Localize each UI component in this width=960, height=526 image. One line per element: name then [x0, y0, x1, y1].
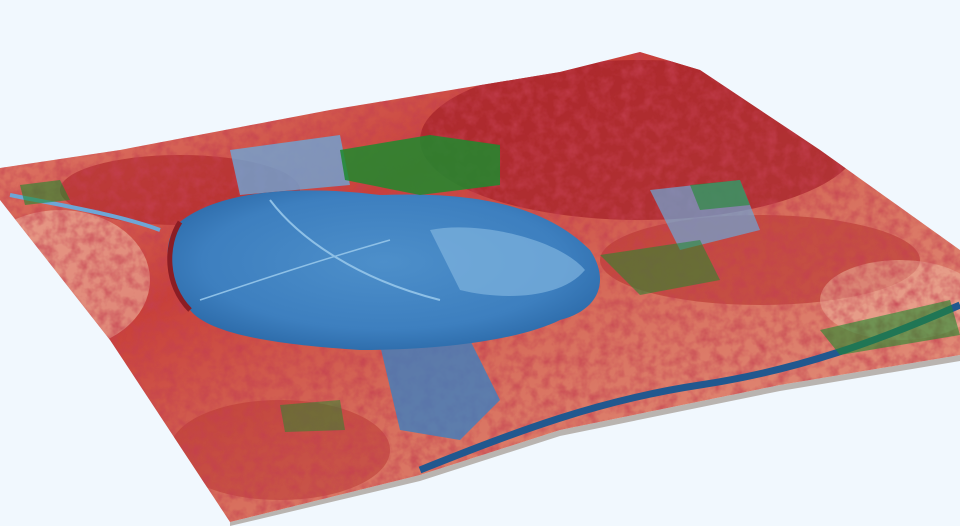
terrain-surface	[0, 52, 960, 522]
vegetation-patch	[20, 180, 70, 205]
lake-shore	[167, 220, 192, 312]
vegetation-patch	[280, 400, 345, 432]
causeway	[199, 239, 391, 301]
vegetation-patch	[340, 135, 500, 195]
causeway	[269, 199, 441, 301]
lake-shallows	[430, 227, 585, 296]
cool-area	[380, 340, 500, 440]
vegetation-patch	[600, 240, 720, 295]
cool-area	[230, 135, 350, 195]
terrain-base-edge	[230, 355, 960, 526]
vegetation-patch	[690, 180, 750, 210]
vegetation-patch	[820, 300, 960, 355]
